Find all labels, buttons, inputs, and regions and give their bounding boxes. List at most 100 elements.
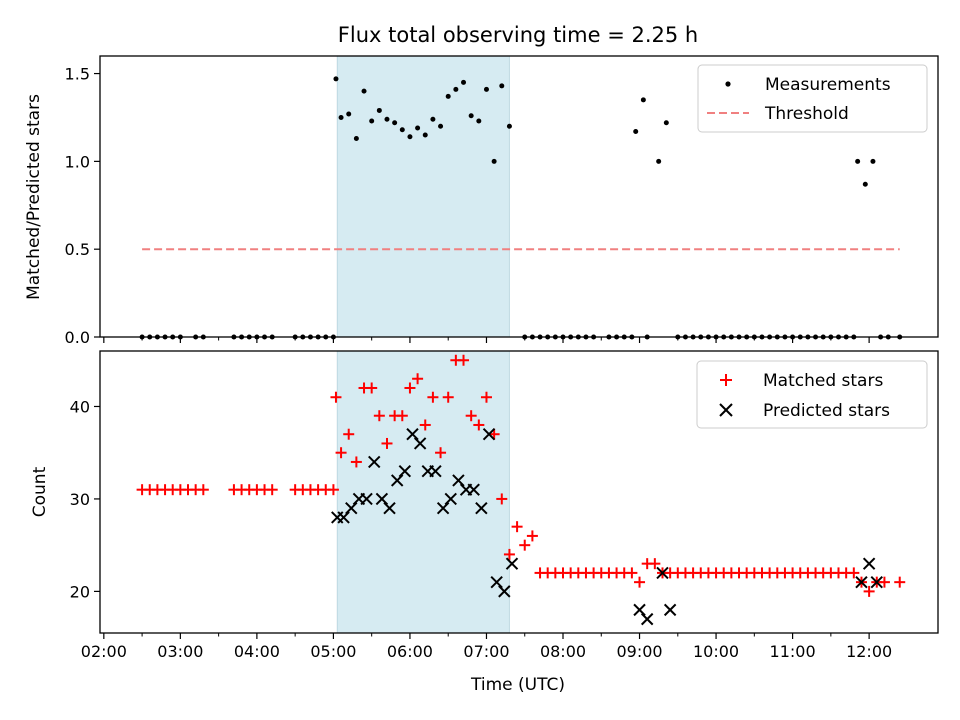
y-tick-label: 1.5	[65, 65, 90, 84]
predicted-star-point	[862, 557, 876, 570]
bottom-highlight-span	[336, 350, 510, 634]
predicted-star-point	[452, 474, 465, 487]
y-tick-label: 1.0	[65, 152, 90, 171]
measurement-point	[438, 123, 444, 129]
predicted-star-b	[383, 501, 396, 515]
predicted-star-b	[337, 511, 350, 524]
predicted-star-b	[429, 464, 442, 478]
matched-star-point	[649, 558, 661, 570]
x-tick-label: 03:00	[157, 642, 203, 661]
predicted-star-b	[870, 575, 883, 589]
y-tick-label: 0.0	[65, 328, 90, 347]
predicted-star-point	[482, 428, 496, 441]
measurement-point	[338, 114, 344, 120]
predicted-star-b	[406, 428, 419, 441]
measurement-point	[476, 118, 482, 124]
predicted-star-point	[398, 464, 412, 478]
predicted-star-b	[467, 483, 480, 496]
x-axis-label: Time (UTC)	[470, 675, 565, 695]
matched-star-point	[373, 410, 385, 422]
predicted-star-b	[490, 575, 503, 589]
measurement-point	[491, 158, 497, 164]
matched-star-point	[519, 539, 531, 551]
y-tick-label: 20	[70, 582, 90, 601]
matched-star-point	[503, 548, 515, 560]
legend-measurements-marker	[725, 81, 731, 87]
predicted-star-b	[398, 464, 412, 478]
predicted-star-b	[452, 474, 465, 487]
matched-star-point	[848, 567, 860, 579]
measurement-point	[333, 76, 339, 82]
matched-star-point	[197, 484, 209, 496]
x-tick-label: 05:00	[310, 642, 356, 661]
measurement-point	[862, 181, 868, 187]
chart-title: Flux total observing time = 2.25 h	[338, 23, 698, 47]
measurement-point	[369, 118, 375, 124]
predicted-star-b	[345, 501, 358, 515]
predicted-star-b	[368, 455, 381, 469]
predicted-star-point	[870, 575, 883, 589]
predicted-star-point	[467, 483, 480, 496]
predicted-star-b	[498, 585, 511, 598]
x-tick-label: 10:00	[693, 642, 739, 661]
predicted-star-b	[444, 492, 457, 506]
matched-star-point	[480, 391, 492, 403]
measurement-point	[376, 107, 382, 113]
predicted-star-b	[475, 501, 488, 515]
x-tick-label: 04:00	[234, 642, 280, 661]
predicted-star-point	[475, 501, 488, 515]
x-tick-label: 02:00	[81, 642, 127, 661]
matched-star-point	[488, 428, 500, 440]
predicted-star-point	[640, 612, 654, 626]
x-tick-label: 09:00	[616, 642, 662, 661]
flux-ratio-panel: Flux total observing time = 2.25 h 0.00.…	[24, 23, 939, 347]
predicted-star-point	[345, 501, 358, 515]
predicted-star-point	[490, 575, 503, 589]
star-count-panel: 20 30 40 02:00 03:00 04:00 05:00 06:00 07:00 08:…	[30, 350, 939, 695]
matched-star-point	[465, 410, 477, 422]
matched-star-point	[404, 382, 416, 394]
x-tick-label: 07:00	[463, 642, 509, 661]
legend-matched-marker	[720, 374, 732, 386]
predicted-star-point	[360, 492, 373, 506]
matched-star-point	[350, 456, 362, 468]
matched-star-point	[335, 447, 347, 459]
matched-star-point	[626, 567, 638, 579]
measurement-point	[407, 134, 413, 140]
matched-star-point	[473, 419, 485, 431]
legend-predicted-label: Predicted stars	[763, 401, 890, 421]
matched-star-point	[381, 437, 393, 449]
predicted-star-point	[383, 501, 396, 515]
matched-star-point	[634, 576, 646, 588]
legend-threshold-label: Threshold	[764, 104, 849, 124]
predicted-star-b	[375, 492, 389, 506]
top-y-axis-label: Matched/Predicted stars	[24, 94, 44, 300]
measurement-point	[399, 127, 405, 133]
predicted-star-point	[390, 474, 404, 487]
top-highlight-span	[336, 55, 510, 338]
bottom-y-axis-label: Count	[30, 466, 50, 517]
measurement-point	[855, 158, 861, 164]
measurement-point	[445, 93, 451, 99]
measurement-point	[483, 86, 489, 92]
matched-star-point	[511, 521, 523, 533]
matched-star-point	[894, 576, 906, 588]
matched-star-point	[427, 391, 439, 403]
matched-star-point	[863, 585, 875, 597]
measurement-point	[506, 123, 512, 129]
matched-star-point	[266, 484, 278, 496]
predicted-star-b	[862, 557, 876, 570]
predicted-star-point	[505, 557, 519, 570]
matched-star-point	[435, 447, 447, 459]
measurement-point	[392, 120, 398, 126]
matched-star-point	[396, 410, 408, 422]
measurement-point	[384, 116, 390, 122]
predicted-star-b	[413, 437, 427, 450]
matched-star-point	[330, 391, 342, 403]
matched-star-point	[442, 391, 454, 403]
x-tick-label: 06:00	[387, 642, 433, 661]
measurement-point	[415, 125, 421, 131]
predicted-star-point	[337, 511, 350, 524]
predicted-star-point	[436, 501, 450, 515]
predicted-star-point	[633, 603, 646, 617]
